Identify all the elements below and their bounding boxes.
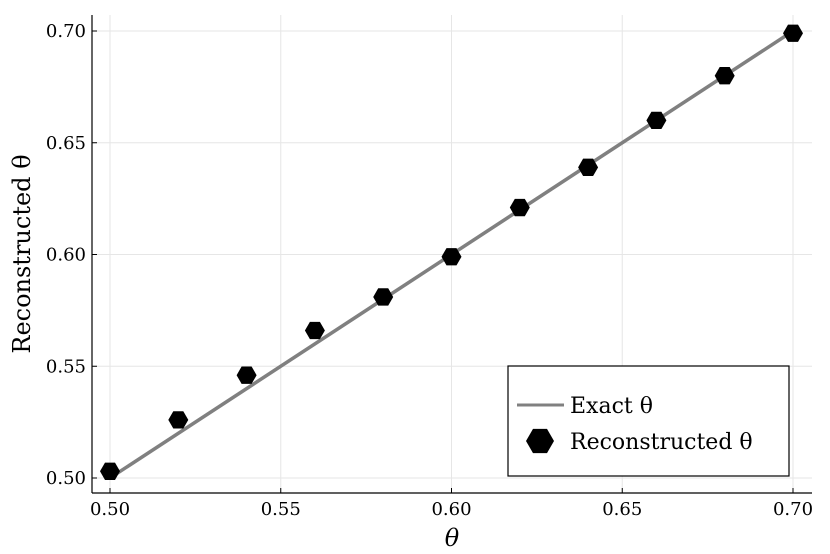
- plot-area: [100, 24, 803, 480]
- reconstructed-point: [304, 321, 325, 340]
- y-tick-label: 0.65: [46, 133, 86, 154]
- y-tick-label: 0.50: [46, 468, 86, 489]
- legend-label-reconstructed: Reconstructed θ: [570, 430, 753, 455]
- reconstructed-point: [783, 24, 803, 42]
- reconstructed-point: [646, 111, 667, 130]
- x-axis-label: θ: [445, 524, 460, 552]
- grid: [92, 15, 812, 493]
- legend: Exact θ Reconstructed θ: [507, 365, 790, 477]
- legend-label-exact: Exact θ: [570, 394, 653, 419]
- reconstructed-point: [509, 198, 530, 217]
- reconstructed-point: [373, 288, 394, 306]
- reconstructed-point: [441, 248, 462, 266]
- y-axis-label: Reconstructed θ: [8, 154, 36, 353]
- reconstructed-point: [236, 366, 257, 384]
- reconstructed-point: [100, 462, 120, 480]
- y-tick-label: 0.70: [46, 21, 86, 42]
- legend-hexagon-marker-icon: [526, 428, 554, 454]
- x-tick-label: 0.55: [261, 499, 301, 520]
- x-tick-label: 0.60: [431, 499, 471, 520]
- reconstructed-point: [168, 411, 189, 429]
- y-tick-label: 0.60: [46, 245, 86, 266]
- x-tick-label: 0.65: [602, 499, 642, 520]
- legend-box: [507, 365, 790, 477]
- reconstructed-point: [714, 67, 735, 85]
- x-tick-label: 0.50: [90, 499, 130, 520]
- y-tick-label: 0.55: [46, 356, 86, 377]
- x-tick-label: 0.70: [773, 499, 813, 520]
- axis-ticks: 0.50 0.55 0.60 0.65 0.70 0.50 0.55 0.60 0.65 0.70: [46, 21, 813, 520]
- reconstructed-point: [578, 158, 599, 176]
